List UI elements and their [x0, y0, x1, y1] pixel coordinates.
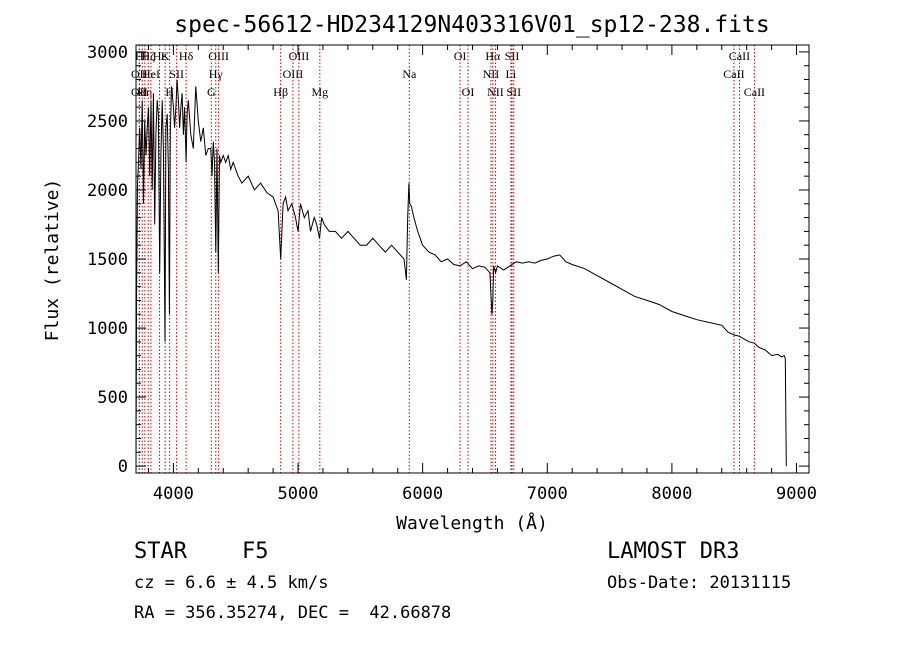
line-marker-label: CaII — [729, 49, 750, 63]
y-tick-label: 2500 — [87, 112, 128, 132]
object-subclass: F5 — [242, 539, 269, 564]
y-tick-label: 500 — [97, 388, 128, 408]
x-tick-label: 9000 — [776, 484, 817, 504]
line-marker-label: G — [207, 85, 216, 99]
x-tick-label: 5000 — [278, 484, 319, 504]
x-tick-label: 8000 — [651, 484, 692, 504]
line-marker-label: Hβ — [273, 85, 288, 99]
line-marker-label: K — [161, 49, 170, 63]
line-marker-label: OIII — [283, 67, 304, 81]
coordinates-readout: RA = 356.35274, DEC = 42.66878 — [134, 603, 452, 623]
line-marker-label: HeI — [142, 67, 160, 81]
plot-frame — [135, 44, 810, 474]
object-class: STAR — [134, 539, 187, 564]
line-marker-label: SII — [505, 49, 520, 63]
line-marker-label: Na — [402, 67, 417, 81]
x-axis: 4000 5000 6000 7000 8000 9000 — [147, 45, 817, 504]
observation-date: Obs-Date: 20131115 — [607, 573, 792, 593]
y-axis-label: Flux (relative) — [42, 179, 63, 342]
line-marker-label: CaII — [744, 85, 765, 99]
y-tick-label: 1500 — [87, 250, 128, 270]
line-marker-label: Hη — [137, 85, 152, 99]
line-marker-label: Hζ — [141, 49, 155, 63]
line-marker-label: Mg — [311, 85, 328, 99]
line-marker-label: OI — [454, 49, 467, 63]
line-marker-label: Hε — [153, 49, 167, 63]
line-marker-label: H — [165, 85, 174, 99]
spectrum-line — [135, 79, 787, 467]
line-marker-label: Li — [506, 67, 517, 81]
survey-name: LAMOST DR3 — [607, 539, 740, 564]
x-tick-label: 6000 — [402, 484, 443, 504]
line-marker-label: Hα — [485, 49, 501, 63]
line-marker-label: OIII — [208, 49, 229, 63]
line-marker-label: OIII — [289, 49, 310, 63]
line-marker-label: Hθ — [135, 49, 150, 63]
y-tick-label: 0 — [118, 457, 128, 477]
line-marker-label: SII — [169, 67, 184, 81]
y-tick-label: 2000 — [87, 181, 128, 201]
line-marker-label: Hδ — [179, 49, 194, 63]
line-marker-label: Hγ — [209, 67, 224, 81]
line-marker-label: NII — [483, 67, 500, 81]
line-marker-label: CaII — [723, 67, 744, 81]
line-marker-label: SII — [506, 85, 521, 99]
x-axis-label: Wavelength (Å) — [396, 512, 548, 534]
x-tick-label: 4000 — [153, 484, 194, 504]
y-axis: 0 500 1000 1500 2000 2500 3000 — [87, 43, 809, 477]
spectrum-chart: spec-56612-HD234129N403316V01_sp12-238.f… — [42, 12, 817, 534]
redshift-readout: cz = 6.6 ± 4.5 km/s — [134, 573, 329, 593]
y-tick-label: 3000 — [87, 43, 128, 63]
line-marker-label: OII — [131, 85, 148, 99]
y-tick-label: 1000 — [87, 319, 128, 339]
line-marker-label: NII — [487, 85, 504, 99]
line-marker-label: OI — [462, 85, 475, 99]
x-tick-label: 7000 — [527, 484, 568, 504]
chart-title: spec-56612-HD234129N403316V01_sp12-238.f… — [174, 12, 769, 38]
